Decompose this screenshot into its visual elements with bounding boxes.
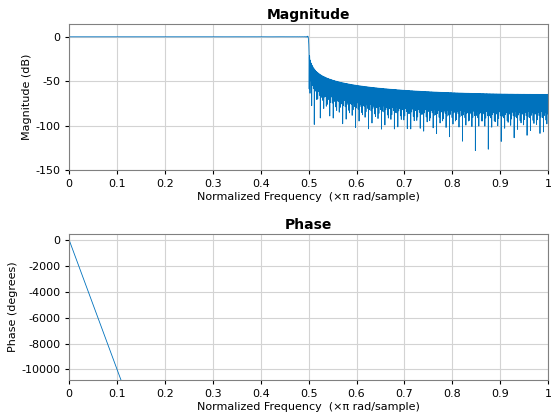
Y-axis label: Phase (degrees): Phase (degrees) xyxy=(8,261,18,352)
Title: Phase: Phase xyxy=(285,218,332,232)
Title: Magnitude: Magnitude xyxy=(267,8,351,22)
X-axis label: Normalized Frequency  (×π rad/sample): Normalized Frequency (×π rad/sample) xyxy=(197,402,420,412)
Y-axis label: Magnitude (dB): Magnitude (dB) xyxy=(22,53,32,140)
X-axis label: Normalized Frequency  (×π rad/sample): Normalized Frequency (×π rad/sample) xyxy=(197,192,420,202)
